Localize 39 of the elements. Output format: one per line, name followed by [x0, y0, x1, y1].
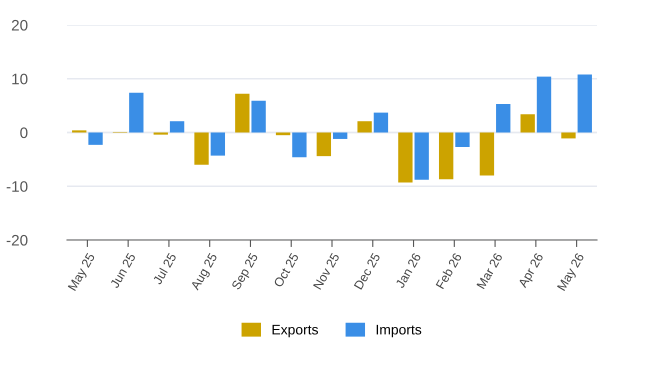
bar: [374, 112, 388, 132]
bar: [88, 132, 103, 145]
bar: [235, 94, 250, 132]
y-tick-label: -10: [6, 181, 28, 192]
bar: [292, 132, 307, 158]
bar: [251, 100, 266, 132]
bar: [438, 132, 454, 180]
bar: [536, 76, 552, 132]
bar: [194, 132, 209, 165]
bar: [480, 132, 494, 176]
y-tick-label: -20: [6, 234, 28, 246]
x-tick-label: Oct 25: [273, 252, 299, 288]
bar: [129, 92, 144, 132]
bar: [276, 132, 290, 136]
bar: [414, 132, 429, 180]
y-tick-label: 0: [20, 127, 28, 138]
legend-label: Exports: [272, 324, 318, 338]
y-tick-label: 10: [12, 74, 28, 84]
x-tick-label: Jan 26: [395, 252, 422, 289]
bar: [455, 132, 470, 148]
bar: [170, 121, 184, 132]
bar: [496, 104, 510, 132]
legend-label: Imports: [376, 324, 422, 338]
bar: [316, 132, 332, 156]
x-tick-label: Sep 25: [231, 252, 260, 292]
bar: [210, 132, 226, 156]
bar: [578, 74, 592, 132]
x-tick-label: Mar 26: [476, 252, 503, 290]
bar: [357, 121, 372, 132]
y-tick-label: 20: [12, 20, 28, 31]
bar: [332, 132, 348, 139]
bar: [520, 114, 535, 132]
x-tick-label: Apr 26: [518, 252, 546, 290]
x-tick-label: Jun 25: [110, 252, 136, 289]
bar: [398, 132, 413, 182]
bar: [561, 132, 576, 138]
x-tick-label: Jul 25: [152, 252, 177, 286]
x-tick-label: Feb 26: [435, 252, 462, 290]
x-tick-label: Dec 25: [354, 252, 380, 290]
